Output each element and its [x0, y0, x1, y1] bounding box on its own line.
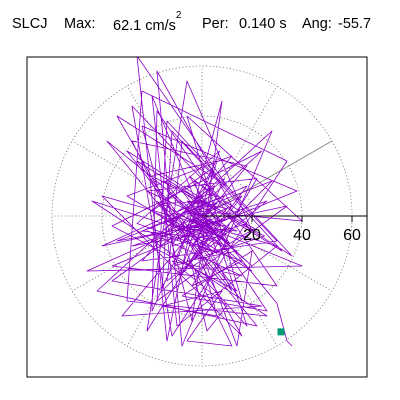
- station-code: SLCJ: [12, 16, 48, 32]
- orbit-trace: [86, 57, 303, 347]
- max-marker: [277, 328, 285, 336]
- angle-label: Ang:: [302, 16, 332, 32]
- header: SLCJ Max: 62.1 cm/s2 Per: 0.140 s Ang: -…: [0, 10, 400, 42]
- period-label: Per:: [202, 16, 229, 32]
- angle-value: -55.7: [338, 16, 372, 32]
- grid-spoke-330: [201, 215, 333, 292]
- grid-spoke-240: [126, 215, 203, 347]
- radial-tick-label-60: 60: [343, 227, 361, 244]
- plot-area: [51, 57, 353, 367]
- radial-tick-label-20: 20: [243, 227, 261, 244]
- radial-tick-label-40: 40: [293, 227, 311, 244]
- plot-frame: [26, 56, 368, 378]
- grid-spoke-210: [71, 215, 203, 292]
- period-value: 0.140 s: [239, 16, 287, 32]
- max-label: Max:: [64, 16, 96, 32]
- max-value: 62.1 cm/s2: [113, 10, 182, 34]
